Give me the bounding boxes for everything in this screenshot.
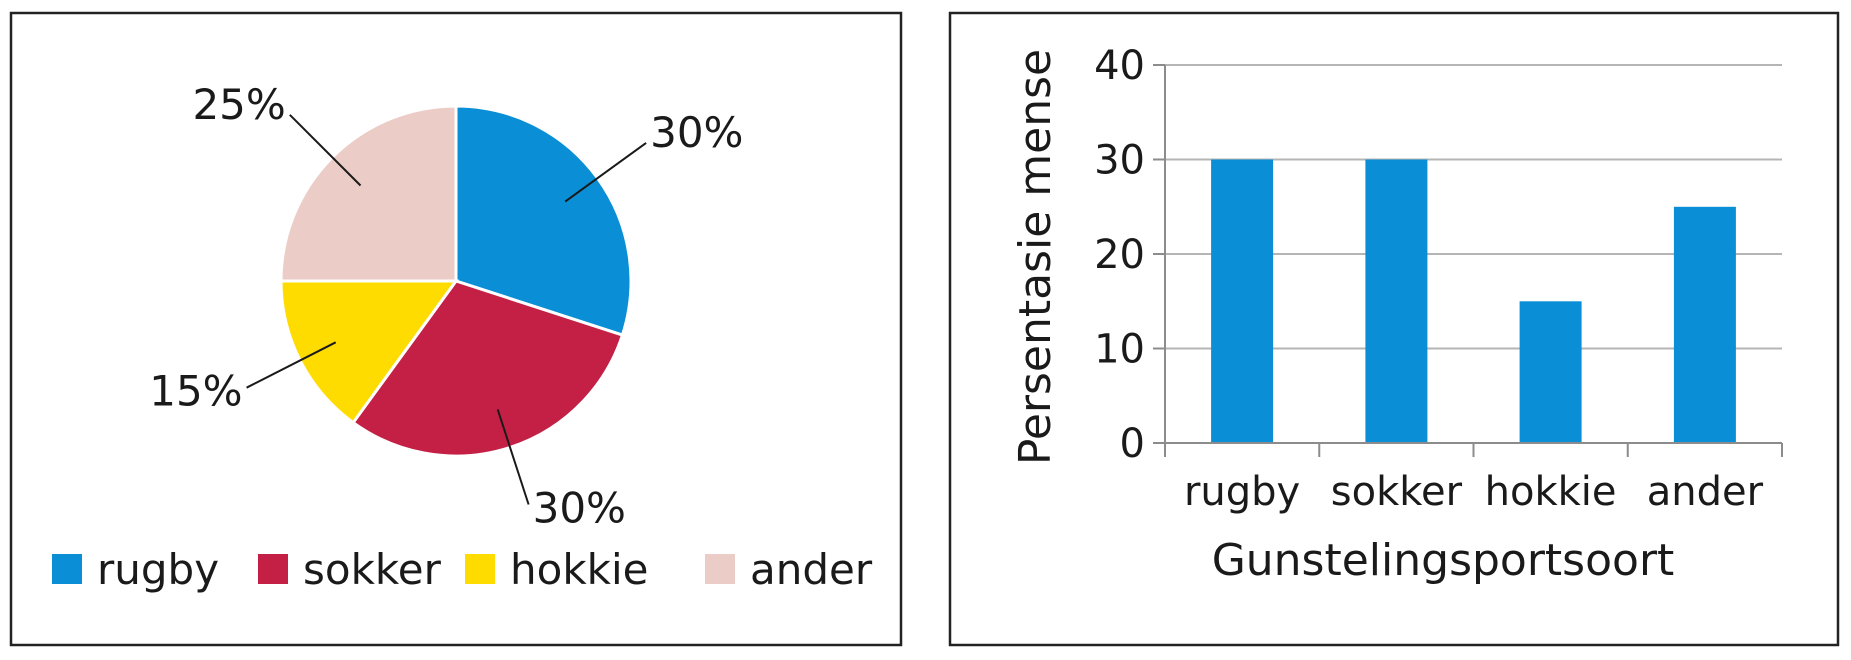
x-tick-label-ander: ander <box>1647 469 1764 515</box>
legend-swatch-sokker <box>258 554 288 584</box>
leader-line-sokker <box>496 409 530 505</box>
pie-slices <box>279 104 633 458</box>
pie-leader-lines <box>246 114 647 505</box>
legend-label-sokker: sokker <box>303 545 442 594</box>
pie-percent-labels: 30% 30% 15% 25% <box>149 80 743 533</box>
bar-tick-labels: 0 10 20 30 40 rugby sokker hokkie ander <box>1094 43 1764 515</box>
legend-swatch-rugby <box>52 554 82 584</box>
legend-label-hokkie: hokkie <box>510 545 648 594</box>
y-tick-label: 0 <box>1120 421 1145 467</box>
bar-bars <box>1211 159 1736 444</box>
pie-label-hokkie: 15% <box>149 367 242 416</box>
bar-sokker <box>1365 159 1428 443</box>
x-axis-label: Gunstelingsportsoort <box>1212 535 1675 586</box>
bar-ander <box>1673 206 1736 444</box>
x-tick-label-rugby: rugby <box>1184 469 1300 515</box>
pie-chart-panel: 30% 30% 15% 25% rugby sokker hokkie ander <box>9 11 903 647</box>
y-axis-label: Persentasie mense <box>1010 49 1061 465</box>
legend-label-rugby: rugby <box>97 545 219 594</box>
leader-line-rugby <box>564 142 647 203</box>
y-tick-label: 20 <box>1094 232 1145 278</box>
bar-hokkie <box>1519 301 1582 444</box>
y-tick-label: 40 <box>1094 43 1145 89</box>
leader-line-ander <box>289 114 362 187</box>
y-tick-label: 30 <box>1094 138 1145 184</box>
legend-swatch-ander <box>705 554 735 584</box>
legend-swatch-hokkie <box>465 554 495 584</box>
legend-label-ander: ander <box>750 545 873 594</box>
bar-rugby <box>1211 159 1274 443</box>
pie-label-sokker: 30% <box>533 484 626 533</box>
x-tick-label-hokkie: hokkie <box>1485 469 1617 515</box>
pie-label-rugby: 30% <box>650 108 743 157</box>
bar-chart-panel: 0 10 20 30 40 rugby sokker hokkie ander Gunsteli… <box>948 11 1840 647</box>
leader-line-hokkie <box>246 341 337 389</box>
y-tick-label: 10 <box>1094 327 1145 373</box>
pie-label-ander: 25% <box>192 80 285 129</box>
x-tick-label-sokker: sokker <box>1331 469 1463 515</box>
pie-legend: rugby sokker hokkie ander <box>52 545 873 594</box>
bar-axes <box>1153 64 1783 457</box>
